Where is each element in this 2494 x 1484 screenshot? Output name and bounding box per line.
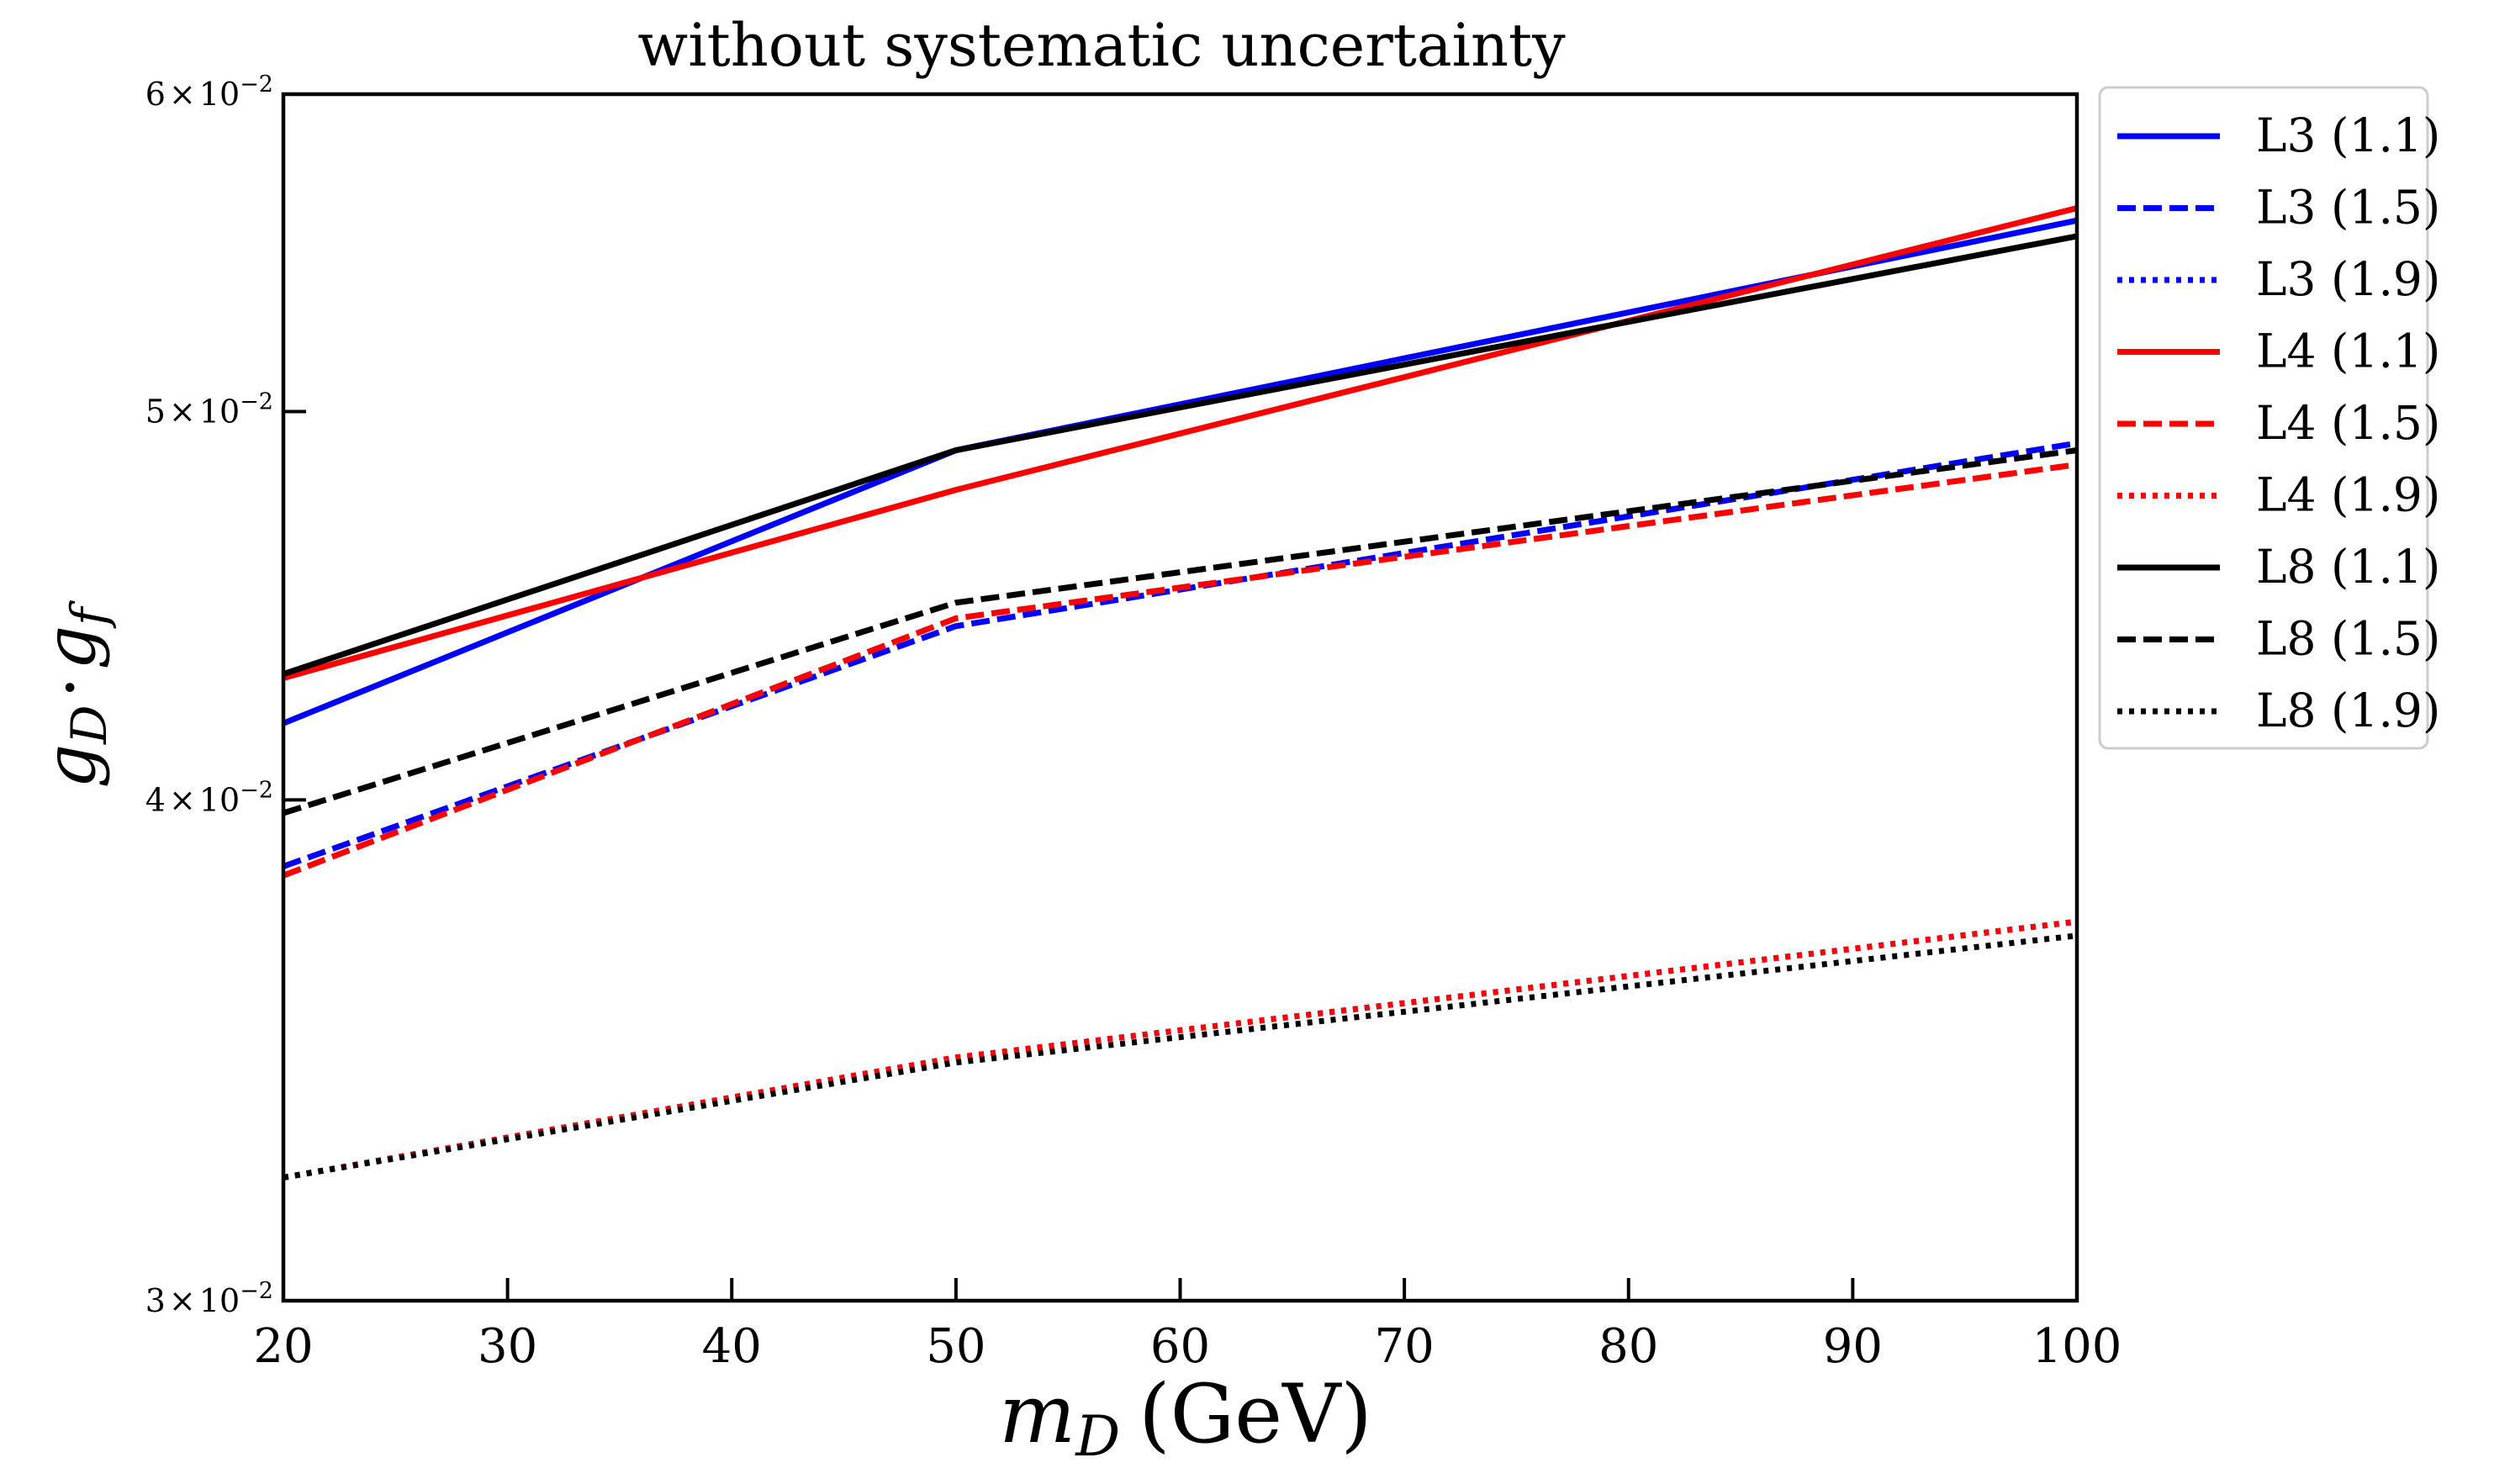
x-axis-label-subscript: D [1075, 1404, 1120, 1469]
y-tick-times: × [169, 393, 196, 430]
x-axis-label-unit: (GeV) [1139, 1367, 1372, 1461]
y-tick-label-0: 6 × 10−2 [145, 71, 273, 113]
y-axis-label-dot: · [31, 676, 111, 698]
x-tick-label-20: 20 [253, 1319, 313, 1374]
x-tick-label-40: 40 [702, 1319, 762, 1374]
y-tick-mantissa: 6 [145, 76, 166, 113]
x-tick-label-90: 90 [1823, 1319, 1883, 1374]
x-axis-label: mD (GeV) [999, 1367, 1372, 1469]
series-line-l8-1-9 [283, 932, 2078, 1180]
legend-label-4: L4 (1.5) [2256, 396, 2440, 450]
legend-label-1: L3 (1.5) [2256, 181, 2440, 235]
x-axis-label-symbol: m [999, 1367, 1075, 1461]
y-tick-base: 10 [199, 781, 240, 818]
y-tick-label-2: 4 × 10−2 [145, 777, 273, 818]
x-tick-label-70: 70 [1374, 1319, 1434, 1374]
series-line-l8-1-5 [282, 447, 2078, 816]
series-lines [282, 205, 2078, 1180]
x-tick-label-60: 60 [1150, 1319, 1210, 1374]
y-tick-base: 10 [199, 76, 240, 113]
legend-label-0: L3 (1.1) [2256, 108, 2440, 162]
y-axis-label-sub2: f [61, 599, 118, 629]
y-tick-times: × [169, 1282, 196, 1319]
x-tick-label-30: 30 [478, 1319, 537, 1374]
legend-label-3: L4 (1.1) [2256, 325, 2440, 378]
legend-label-5: L4 (1.9) [2256, 468, 2440, 522]
y-tick-mantissa: 3 [145, 1282, 166, 1319]
x-tick-label-100: 100 [2032, 1319, 2122, 1374]
series-line-l8-1-1 [282, 233, 2078, 678]
legend: L3 (1.1) L3 (1.5) L3 (1.9) L4 (1.1) L4 (1.5)… [2098, 86, 2440, 750]
y-tick-mantissa: 5 [145, 393, 166, 430]
legend-label-2: L3 (1.9) [2256, 252, 2440, 306]
series-line-l3-1-1 [282, 217, 2078, 726]
y-axis-label: gD·gf [31, 599, 118, 789]
x-tick-label-50: 50 [926, 1319, 985, 1374]
y-axis-label-g1: g [31, 744, 111, 789]
y-tick-mantissa: 4 [145, 781, 166, 818]
y-tick-label-1: 5 × 10−2 [145, 388, 273, 430]
series-line-l4-1-1 [283, 205, 2078, 681]
series-line-l3-1-9 [283, 918, 2078, 1180]
y-tick-exponent: −2 [240, 777, 273, 803]
y-tick-base: 10 [199, 1282, 240, 1319]
legend-label-7: L8 (1.5) [2256, 612, 2440, 666]
x-tick-label-80: 80 [1598, 1319, 1658, 1374]
legend-label-6: L8 (1.1) [2256, 540, 2440, 594]
legend-frame [2098, 86, 2429, 750]
series-line-l4-1-9 [283, 918, 2078, 1180]
series-line-l4-1-5 [282, 462, 2078, 879]
y-tick-exponent: −2 [240, 71, 273, 98]
y-axis-label-g2: g [31, 626, 111, 670]
x-ticks: 20 30 40 50 60 70 80 90 100 [253, 1278, 2121, 1374]
y-tick-base: 10 [199, 393, 240, 430]
y-tick-times: × [169, 781, 196, 818]
legend-label-8: L8 (1.9) [2256, 684, 2440, 737]
y-tick-times: × [169, 76, 196, 113]
y-tick-exponent: −2 [240, 388, 273, 415]
y-ticks: 6 × 10−25 × 10−24 × 10−23 × 10−2 [145, 71, 306, 1319]
y-axis-label-sub1: D [61, 705, 118, 746]
chart-title: without systematic uncertainty [637, 11, 1566, 80]
y-tick-label-3: 3 × 10−2 [145, 1278, 273, 1319]
y-tick-exponent: −2 [240, 1278, 273, 1304]
series-line-l3-1-5 [282, 440, 2078, 869]
